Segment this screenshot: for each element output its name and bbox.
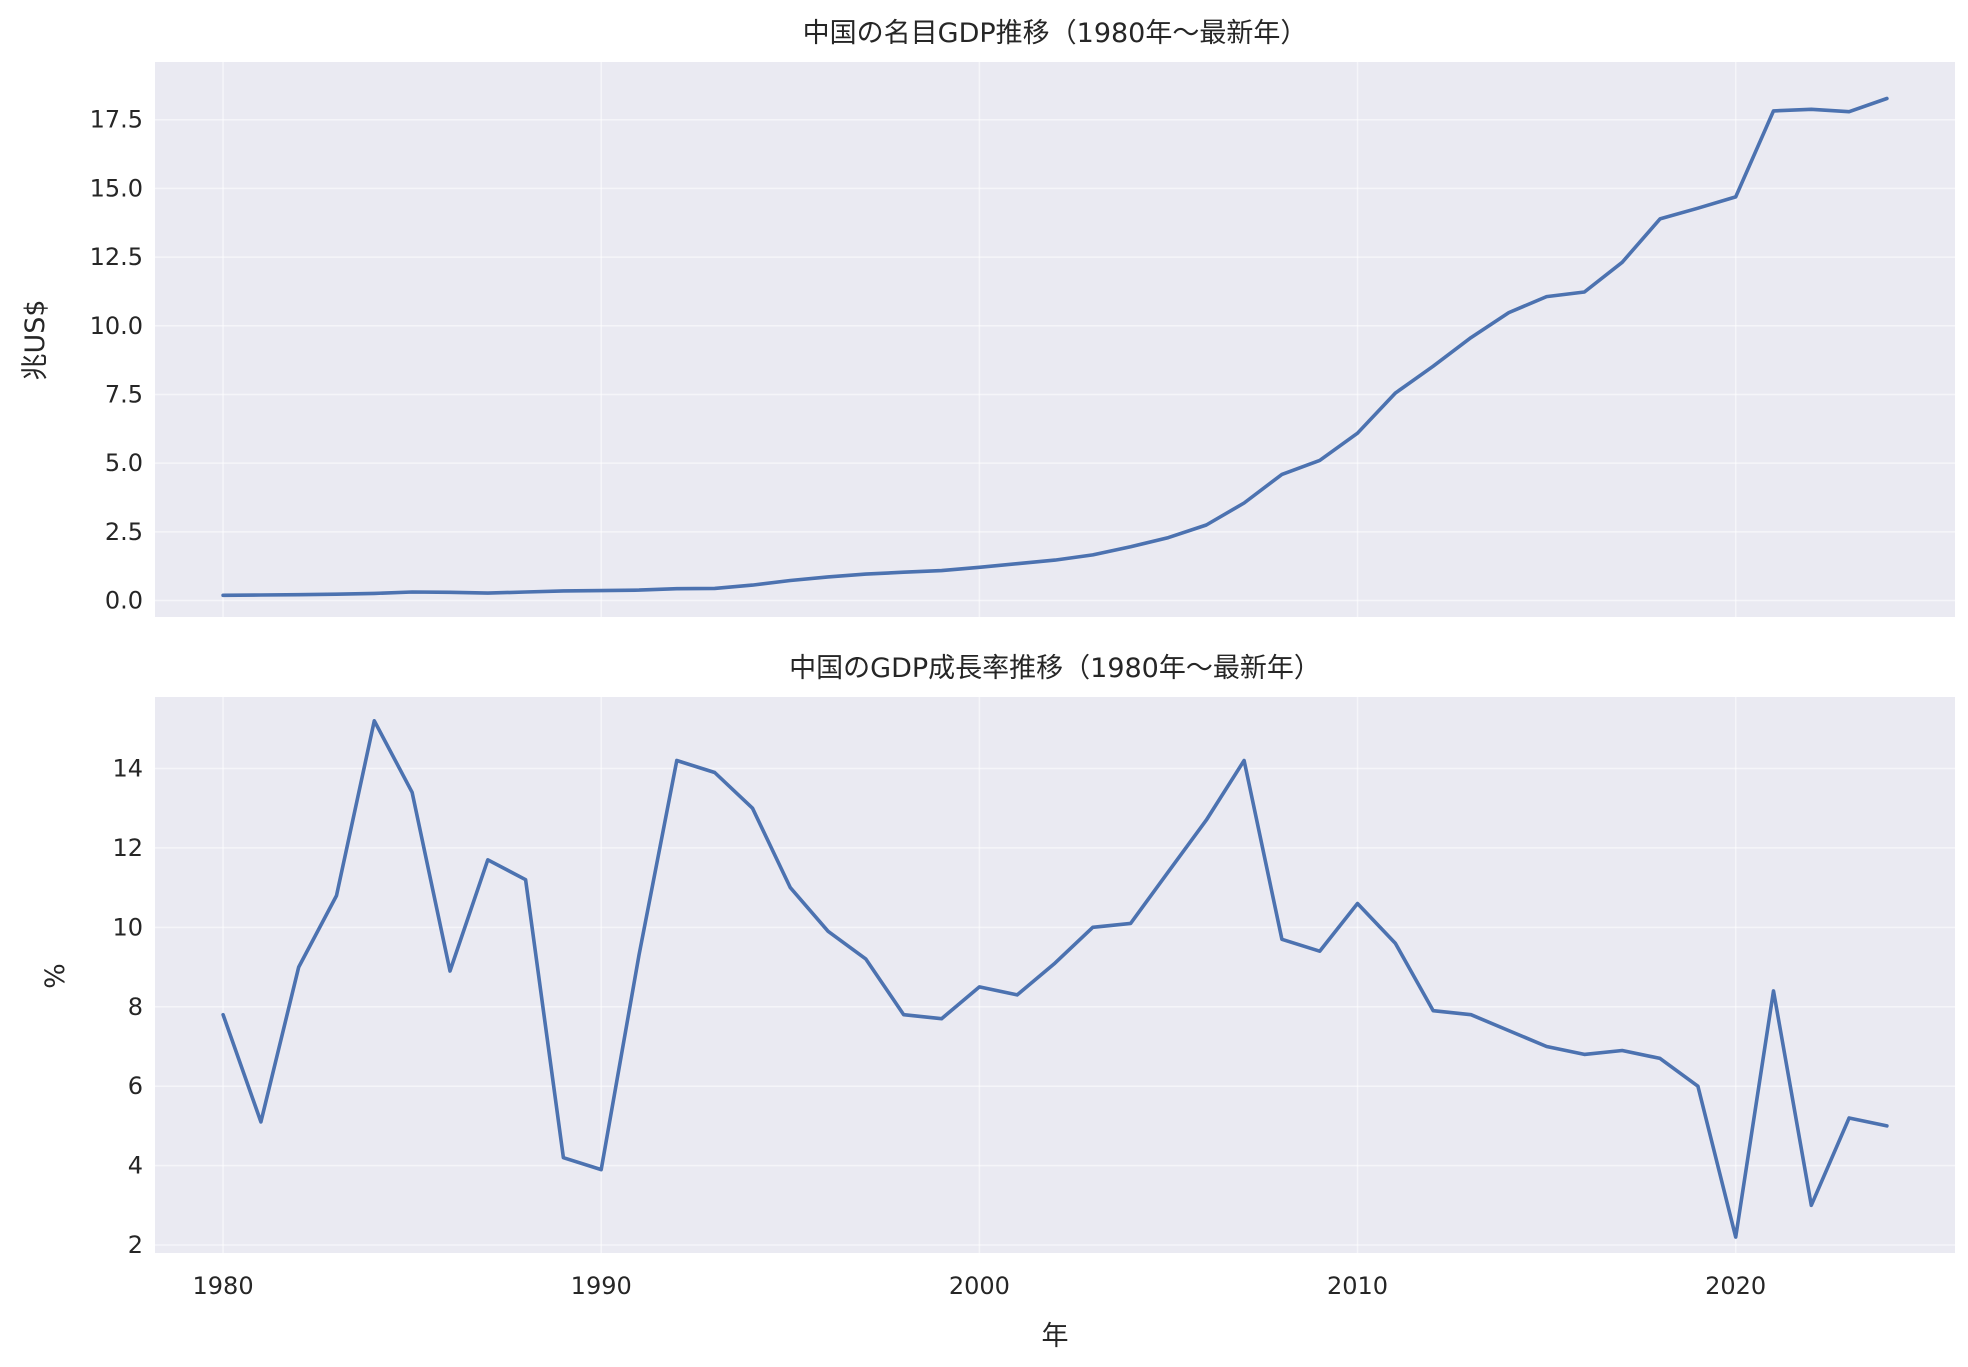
gdp-growth-y-axis-label: % [40,963,71,989]
nominal-gdp-y-axis-label: 兆US$ [20,299,51,380]
gdp-growth-ytick-label: 10 [112,913,143,941]
nominal-gdp-ytick-label: 0.0 [105,587,143,615]
gdp-growth-chart-title: 中国のGDP成長率推移（1980年〜最新年） [789,653,1321,684]
nominal-gdp-ytick-label: 17.5 [90,106,143,134]
nominal-gdp-y-ticks: 0.0 2.5 5.0 7.5 10.0 12.5 15.0 17.5 [90,106,143,615]
gdp-growth-x-ticks: 1980 1990 2000 2010 2020 [193,1272,1767,1300]
nominal-gdp-ytick-label: 7.5 [105,380,143,408]
nominal-gdp-chart-title: 中国の名目GDP推移（1980年〜最新年） [803,18,1308,49]
gdp-growth-y-ticks: 2 4 6 8 10 12 14 [112,754,143,1259]
nominal-gdp-line [221,96,1889,598]
nominal-gdp-ytick-label: 15.0 [90,174,143,202]
gdp-growth-xtick-label: 1980 [193,1272,254,1300]
nominal-gdp-ytick-label: 12.5 [90,243,143,271]
nominal-gdp-ytick-label: 10.0 [90,312,143,340]
gdp-growth-xtick-label: 1990 [571,1272,632,1300]
gdp-growth-xtick-label: 2020 [1705,1272,1766,1300]
gdp-growth-ytick-label: 12 [112,834,143,862]
gdp-growth-plot-area [155,697,1955,1253]
gdp-growth-xtick-label: 2010 [1327,1272,1388,1300]
gdp-growth-ytick-label: 2 [128,1231,143,1259]
gdp-growth-panel: 2 4 6 8 10 12 14 1980 1990 2000 2010 2020 中国のGDP成長… [40,653,1955,1352]
gdp-growth-ytick-label: 4 [128,1152,143,1180]
nominal-gdp-panel: 0.0 2.5 5.0 7.5 10.0 12.5 15.0 17.5 中国の名目GDP推移（… [20,18,1955,617]
gdp-growth-ytick-label: 8 [128,993,143,1021]
gdp-growth-xtick-label: 2000 [949,1272,1010,1300]
nominal-gdp-ytick-label: 2.5 [105,518,143,546]
gdp-growth-ytick-label: 14 [112,754,143,782]
nominal-gdp-ytick-label: 5.0 [105,449,143,477]
nominal-gdp-plot-area [155,62,1955,617]
nominal-gdp-gridlines [155,62,1955,617]
gdp-growth-line [221,719,1889,1239]
gdp-growth-ytick-label: 6 [128,1072,143,1100]
gdp-growth-x-axis-label: 年 [1042,1321,1069,1352]
